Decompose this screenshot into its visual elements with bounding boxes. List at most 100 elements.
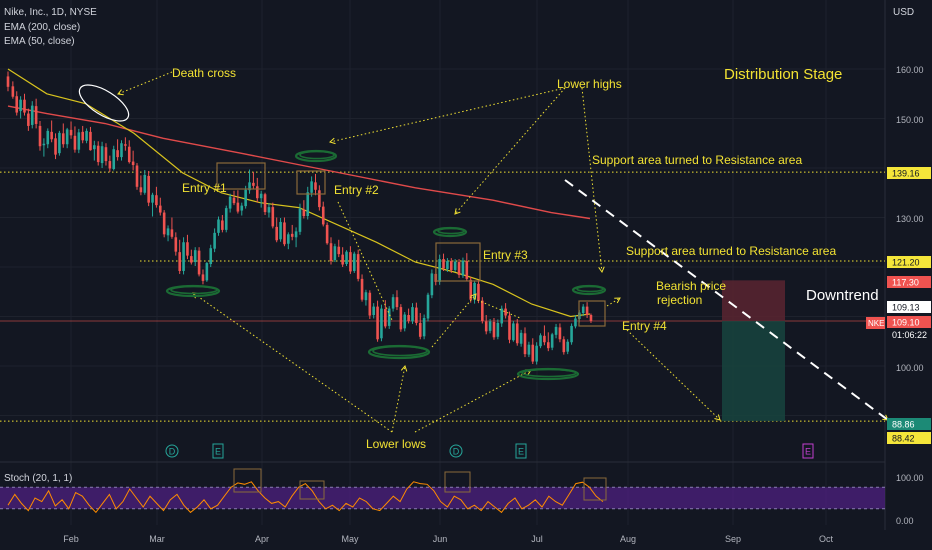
candle-body: [155, 195, 158, 206]
candle-body: [54, 138, 57, 155]
earnings-marker: [802, 443, 814, 459]
candle-body: [481, 300, 484, 321]
candle-body: [461, 260, 465, 276]
entry-path-2: [431, 293, 477, 348]
candle-body: [27, 113, 30, 126]
event-label: E: [805, 447, 811, 457]
lower-lows-arrow-2: [391, 365, 406, 433]
event-label: E: [518, 447, 524, 457]
candle-body: [19, 99, 22, 112]
price-tag-target-bg: [887, 418, 931, 430]
stoch-highlight: [299, 480, 325, 500]
candle-body: [426, 294, 430, 319]
downtrend-label: Downtrend: [806, 287, 879, 304]
candle-body: [178, 252, 181, 271]
nke-tag-bg: [866, 317, 885, 329]
death-cross-arrow-head: [117, 89, 124, 96]
price-tag-resistance-2-bg: [887, 256, 931, 268]
price-tick: 160.00: [896, 65, 924, 75]
death-cross-arrow: [117, 71, 173, 95]
candle-body: [232, 197, 236, 204]
stoch-highlight: [233, 468, 262, 493]
candle-body: [120, 143, 123, 158]
candle-body: [116, 150, 119, 158]
lower-lows-arrow-1: [192, 292, 393, 433]
lower-highs-arrow-2-head: [454, 208, 461, 215]
earnings-marker: [515, 443, 527, 459]
ema50-legend: EMA (50, close): [4, 36, 75, 47]
candle-body: [527, 344, 531, 355]
candle-body: [337, 246, 341, 255]
candle-body: [23, 99, 26, 113]
nke-tag: NKE: [868, 319, 884, 328]
candle-body: [306, 192, 310, 217]
candle-body: [508, 315, 511, 340]
symbol-title: Nike, Inc., 1D, NYSE: [4, 7, 97, 18]
candle-body: [310, 181, 313, 193]
event-label: D: [453, 447, 460, 457]
time-tick: Jun: [433, 534, 448, 544]
candle-body: [190, 256, 193, 263]
candle-body: [446, 261, 449, 269]
candle-body: [387, 308, 391, 326]
event-label: D: [169, 447, 176, 457]
candle-body: [550, 334, 554, 348]
candle-body: [209, 248, 213, 265]
candle-body: [15, 96, 19, 113]
price-tick: 100.00: [896, 363, 924, 373]
candle-body: [135, 165, 139, 187]
entry-path-2-head: [470, 293, 477, 300]
candle-body: [356, 254, 360, 279]
candle-body: [457, 262, 461, 275]
candle-body: [96, 145, 100, 163]
candle-body: [302, 209, 306, 217]
death-cross-label: Death cross: [172, 66, 236, 80]
candle-body: [430, 273, 434, 296]
short-position-box[interactable]: [722, 280, 785, 422]
candle-body: [127, 146, 131, 163]
lower-highs-arrow-3-head: [598, 266, 605, 274]
candle-body: [321, 206, 325, 225]
candle-body: [108, 161, 112, 169]
candle-body: [562, 339, 566, 353]
candle-body: [294, 231, 298, 238]
entry1-box: [216, 162, 266, 190]
candle-body: [500, 308, 504, 324]
candle-body: [418, 322, 422, 337]
price-tag-resistance-1: 139.16: [892, 169, 920, 179]
candle-body: [275, 226, 278, 241]
candle-body: [186, 242, 189, 256]
candle-body: [376, 306, 379, 340]
candle-body: [259, 193, 263, 199]
death-cross-ellipse: [78, 84, 130, 122]
time-tick: May: [341, 534, 359, 544]
entry3-label: Entry #3: [483, 248, 528, 262]
green-mark: [170, 285, 218, 295]
candle-body: [162, 212, 166, 235]
candle-body: [131, 161, 135, 166]
candle-body: [11, 86, 15, 97]
stoch-band: [0, 487, 885, 509]
stoch-pane: [0, 468, 885, 514]
entry4-box: [578, 300, 606, 327]
annotation-texts: Death cross Lower highs Distribution Stage…: [172, 66, 879, 451]
stoch-tick: 0.00: [896, 516, 914, 526]
candle-body: [267, 207, 271, 213]
candle-body: [139, 187, 143, 193]
candle-body: [147, 175, 150, 203]
candle-body: [469, 279, 472, 300]
candle-body: [166, 228, 170, 236]
candle-body: [364, 292, 368, 301]
candle-body: [197, 250, 201, 275]
stoch-highlight: [583, 477, 607, 501]
stoch-line: [7, 481, 604, 514]
entry1-label: Entry #1: [182, 181, 227, 195]
candle-body: [38, 125, 42, 147]
green-mark: [299, 150, 335, 160]
candle-body: [201, 274, 205, 281]
candle-body: [566, 341, 569, 352]
price-tag-stop: 117.30: [892, 278, 919, 288]
green-mark: [576, 285, 604, 293]
candle-body: [325, 224, 329, 244]
